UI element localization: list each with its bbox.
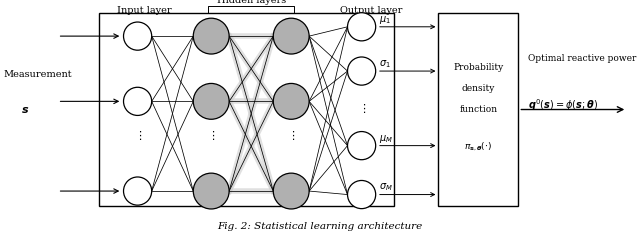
Text: Output layer: Output layer <box>340 6 403 15</box>
Ellipse shape <box>124 177 152 205</box>
Text: density: density <box>461 84 495 93</box>
Ellipse shape <box>193 83 229 119</box>
Text: Fig. 2: Statistical learning architecture: Fig. 2: Statistical learning architectur… <box>218 222 422 231</box>
Ellipse shape <box>273 18 309 54</box>
FancyBboxPatch shape <box>438 13 518 206</box>
Text: $\sigma_1$: $\sigma_1$ <box>379 58 390 70</box>
Text: $\sigma_M$: $\sigma_M$ <box>379 182 393 193</box>
Ellipse shape <box>348 181 376 209</box>
Text: $\boldsymbol{s}$: $\boldsymbol{s}$ <box>22 105 29 114</box>
FancyBboxPatch shape <box>99 13 394 206</box>
Ellipse shape <box>273 83 309 119</box>
Text: function: function <box>460 105 497 114</box>
Text: Input layer: Input layer <box>116 6 172 15</box>
Text: $\vdots$: $\vdots$ <box>207 129 215 142</box>
Text: $\vdots$: $\vdots$ <box>134 129 141 142</box>
Text: $\vdots$: $\vdots$ <box>287 129 295 142</box>
Text: Hidden layers: Hidden layers <box>216 0 286 5</box>
Text: $\mu_1$: $\mu_1$ <box>379 14 391 26</box>
Ellipse shape <box>193 173 229 209</box>
Text: $\boldsymbol{q}^0(\boldsymbol{s}) = \phi(\boldsymbol{s};\boldsymbol{\theta})$: $\boldsymbol{q}^0(\boldsymbol{s}) = \phi… <box>528 97 598 113</box>
Text: Optimal reactive power: Optimal reactive power <box>528 54 636 63</box>
Ellipse shape <box>124 87 152 115</box>
Text: $\mu_M$: $\mu_M$ <box>379 133 393 145</box>
Ellipse shape <box>273 173 309 209</box>
Text: $\pi_{\mathbf{s},\boldsymbol{\theta}}(\cdot)$: $\pi_{\mathbf{s},\boldsymbol{\theta}}(\c… <box>465 141 492 153</box>
Ellipse shape <box>348 132 376 160</box>
Ellipse shape <box>193 18 229 54</box>
Ellipse shape <box>348 13 376 41</box>
Ellipse shape <box>124 22 152 50</box>
Text: Measurement: Measurement <box>3 70 72 79</box>
Text: $\vdots$: $\vdots$ <box>358 102 365 115</box>
Text: Probability: Probability <box>453 63 504 72</box>
Ellipse shape <box>348 57 376 85</box>
